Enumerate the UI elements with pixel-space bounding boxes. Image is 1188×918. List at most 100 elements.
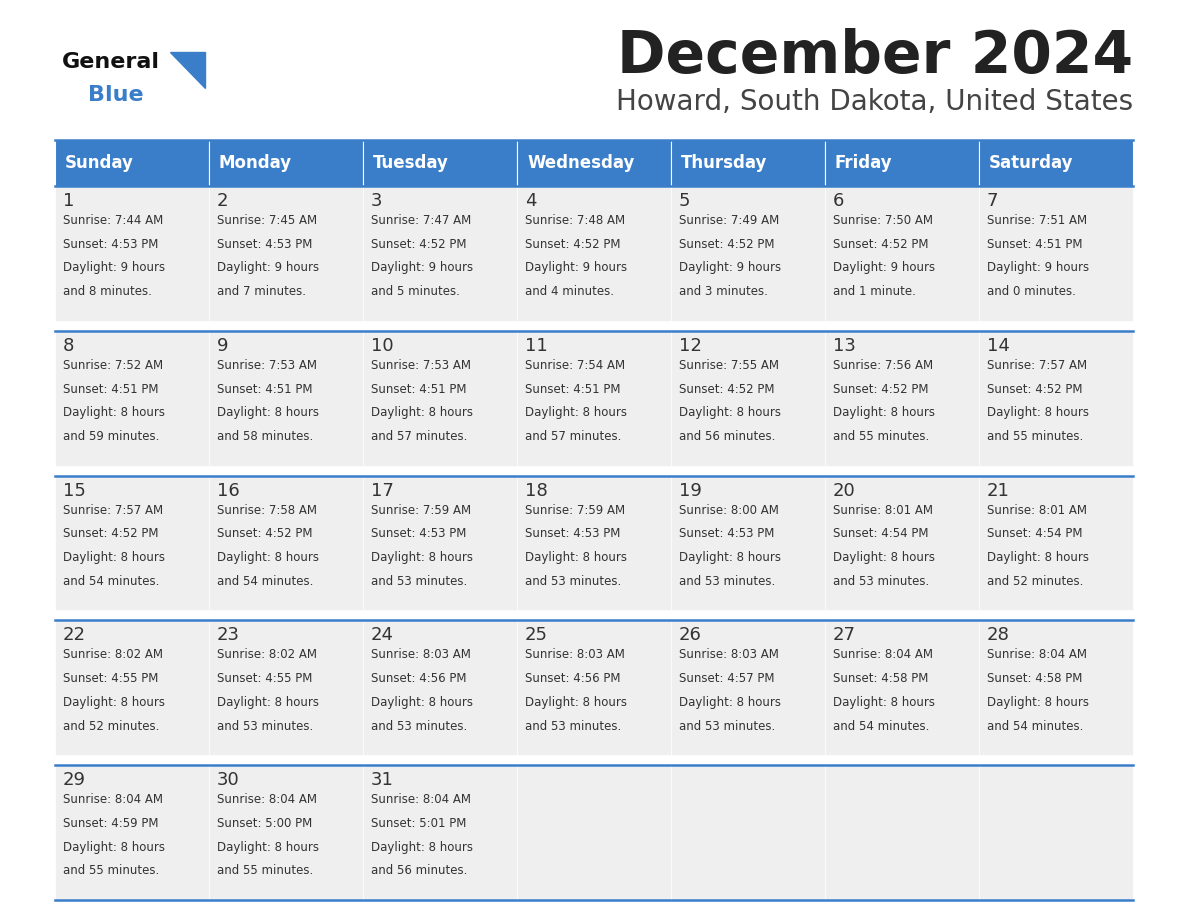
Text: Sunset: 4:52 PM: Sunset: 4:52 PM: [217, 527, 312, 541]
Text: and 5 minutes.: and 5 minutes.: [371, 285, 460, 298]
Bar: [55, 476, 209, 610]
Text: 10: 10: [371, 337, 393, 354]
Text: Sunrise: 7:45 AM: Sunrise: 7:45 AM: [217, 214, 317, 227]
Text: and 7 minutes.: and 7 minutes.: [217, 285, 307, 298]
Text: and 54 minutes.: and 54 minutes.: [833, 720, 929, 733]
Text: Daylight: 8 hours: Daylight: 8 hours: [987, 407, 1089, 420]
Bar: [671, 766, 824, 900]
Text: Sunrise: 8:03 AM: Sunrise: 8:03 AM: [525, 648, 625, 661]
Bar: [209, 621, 364, 756]
Text: Daylight: 8 hours: Daylight: 8 hours: [680, 696, 781, 709]
Text: Daylight: 9 hours: Daylight: 9 hours: [371, 262, 473, 274]
Bar: [209, 140, 364, 186]
Text: Daylight: 8 hours: Daylight: 8 hours: [525, 407, 627, 420]
Text: Daylight: 8 hours: Daylight: 8 hours: [833, 551, 935, 564]
Text: and 57 minutes.: and 57 minutes.: [525, 430, 621, 443]
Text: Sunrise: 7:52 AM: Sunrise: 7:52 AM: [63, 359, 163, 372]
Text: Sunset: 4:52 PM: Sunset: 4:52 PM: [987, 383, 1082, 396]
Text: Sunset: 4:56 PM: Sunset: 4:56 PM: [525, 672, 620, 685]
Text: Sunrise: 8:01 AM: Sunrise: 8:01 AM: [987, 504, 1087, 517]
Text: Daylight: 8 hours: Daylight: 8 hours: [833, 696, 935, 709]
Text: Daylight: 9 hours: Daylight: 9 hours: [680, 262, 782, 274]
Text: Sunrise: 8:04 AM: Sunrise: 8:04 AM: [217, 793, 317, 806]
Bar: [979, 476, 1133, 610]
Text: Thursday: Thursday: [681, 154, 767, 172]
Bar: [55, 330, 209, 465]
Text: Sunrise: 7:50 AM: Sunrise: 7:50 AM: [833, 214, 933, 227]
Bar: [364, 330, 517, 465]
Text: Sunset: 4:55 PM: Sunset: 4:55 PM: [63, 672, 158, 685]
Text: and 56 minutes.: and 56 minutes.: [680, 430, 776, 443]
Bar: [824, 330, 979, 465]
Text: 7: 7: [987, 192, 998, 210]
Text: Daylight: 8 hours: Daylight: 8 hours: [63, 407, 165, 420]
Text: and 0 minutes.: and 0 minutes.: [987, 285, 1076, 298]
Text: and 58 minutes.: and 58 minutes.: [217, 430, 314, 443]
Bar: [979, 330, 1133, 465]
Text: 20: 20: [833, 482, 855, 499]
Text: Sunset: 4:53 PM: Sunset: 4:53 PM: [63, 238, 158, 251]
Bar: [517, 621, 671, 756]
Bar: [517, 186, 671, 320]
Text: Saturday: Saturday: [988, 154, 1074, 172]
Text: and 55 minutes.: and 55 minutes.: [987, 430, 1083, 443]
Text: Sunrise: 8:04 AM: Sunrise: 8:04 AM: [371, 793, 470, 806]
Text: 16: 16: [217, 482, 240, 499]
Text: Daylight: 8 hours: Daylight: 8 hours: [371, 841, 473, 854]
Text: 12: 12: [680, 337, 702, 354]
Text: Wednesday: Wednesday: [527, 154, 634, 172]
Text: 26: 26: [680, 626, 702, 644]
Text: Sunset: 4:51 PM: Sunset: 4:51 PM: [987, 238, 1082, 251]
Text: Sunset: 4:52 PM: Sunset: 4:52 PM: [371, 238, 467, 251]
Text: Tuesday: Tuesday: [373, 154, 449, 172]
Text: Sunrise: 8:02 AM: Sunrise: 8:02 AM: [217, 648, 317, 661]
Text: Sunrise: 8:04 AM: Sunrise: 8:04 AM: [987, 648, 1087, 661]
Bar: [209, 330, 364, 465]
Text: Daylight: 8 hours: Daylight: 8 hours: [217, 696, 320, 709]
Text: 9: 9: [217, 337, 228, 354]
Text: Sunrise: 7:54 AM: Sunrise: 7:54 AM: [525, 359, 625, 372]
Text: General: General: [62, 52, 160, 72]
Text: Daylight: 9 hours: Daylight: 9 hours: [987, 262, 1089, 274]
Text: 4: 4: [525, 192, 537, 210]
Text: Sunrise: 7:53 AM: Sunrise: 7:53 AM: [371, 359, 470, 372]
Text: Sunset: 4:52 PM: Sunset: 4:52 PM: [833, 383, 929, 396]
Bar: [55, 140, 209, 186]
Text: Howard, South Dakota, United States: Howard, South Dakota, United States: [615, 88, 1133, 116]
Bar: [824, 186, 979, 320]
Text: 11: 11: [525, 337, 548, 354]
Text: and 55 minutes.: and 55 minutes.: [217, 865, 314, 878]
Bar: [824, 140, 979, 186]
Text: Sunrise: 7:47 AM: Sunrise: 7:47 AM: [371, 214, 472, 227]
Text: and 53 minutes.: and 53 minutes.: [525, 720, 621, 733]
Text: 6: 6: [833, 192, 845, 210]
Text: Sunset: 4:51 PM: Sunset: 4:51 PM: [371, 383, 467, 396]
Text: Daylight: 8 hours: Daylight: 8 hours: [63, 551, 165, 564]
Text: Daylight: 8 hours: Daylight: 8 hours: [371, 551, 473, 564]
Text: 25: 25: [525, 626, 548, 644]
Text: Sunset: 4:53 PM: Sunset: 4:53 PM: [217, 238, 312, 251]
Text: and 53 minutes.: and 53 minutes.: [680, 720, 776, 733]
Text: Sunset: 4:51 PM: Sunset: 4:51 PM: [63, 383, 158, 396]
Bar: [364, 476, 517, 610]
Text: Daylight: 9 hours: Daylight: 9 hours: [833, 262, 935, 274]
Text: Sunday: Sunday: [65, 154, 134, 172]
Text: Sunrise: 8:03 AM: Sunrise: 8:03 AM: [371, 648, 470, 661]
Text: Sunset: 4:54 PM: Sunset: 4:54 PM: [833, 527, 929, 541]
Text: 17: 17: [371, 482, 394, 499]
Bar: [364, 621, 517, 756]
Text: and 1 minute.: and 1 minute.: [833, 285, 916, 298]
Text: Daylight: 8 hours: Daylight: 8 hours: [680, 551, 781, 564]
Bar: [979, 140, 1133, 186]
Text: Sunrise: 8:00 AM: Sunrise: 8:00 AM: [680, 504, 779, 517]
Text: Sunrise: 7:56 AM: Sunrise: 7:56 AM: [833, 359, 933, 372]
Text: 31: 31: [371, 771, 394, 789]
Bar: [671, 140, 824, 186]
Text: Sunset: 4:52 PM: Sunset: 4:52 PM: [680, 238, 775, 251]
Text: Daylight: 9 hours: Daylight: 9 hours: [63, 262, 165, 274]
Text: Daylight: 8 hours: Daylight: 8 hours: [525, 696, 627, 709]
Bar: [671, 476, 824, 610]
Bar: [979, 186, 1133, 320]
Text: and 53 minutes.: and 53 minutes.: [371, 575, 467, 588]
Bar: [517, 140, 671, 186]
